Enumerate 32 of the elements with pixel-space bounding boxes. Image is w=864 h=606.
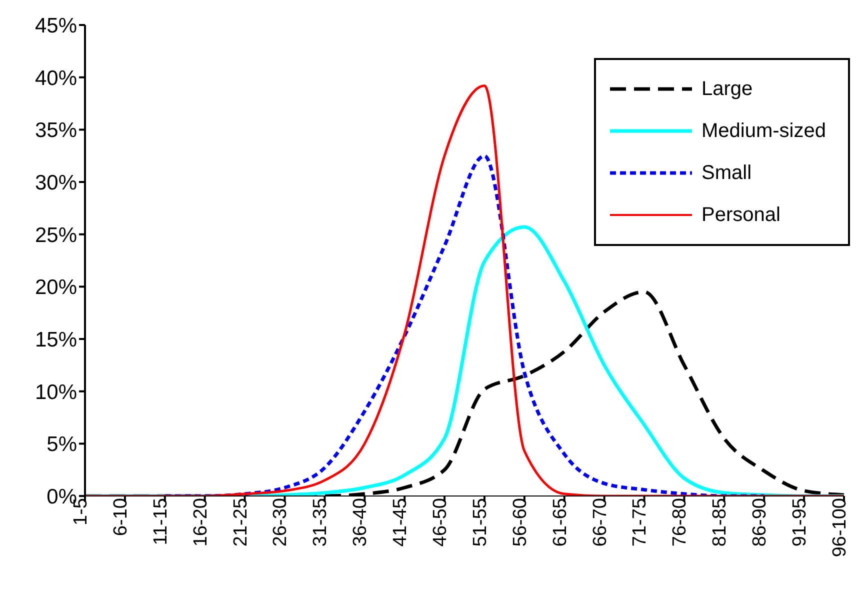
x-tick-label: 81-85 — [710, 498, 731, 547]
x-tick-label: 21-25 — [230, 498, 252, 547]
y-tick-label: 35% — [34, 119, 77, 142]
y-tick-label: 5% — [46, 433, 77, 456]
x-tick-label: 56-60 — [510, 498, 531, 547]
y-tick-label: 45% — [34, 14, 77, 38]
x-tick-label: 96-100 — [829, 498, 850, 558]
x-tick-label: 61-65 — [550, 498, 571, 547]
x-tick-label: 86-90 — [750, 498, 771, 547]
y-tick-label: 25% — [34, 224, 77, 247]
x-tick-label: 6-10 — [110, 498, 132, 536]
x-tick-label: 16-20 — [190, 498, 212, 547]
x-tick-label: 11-15 — [150, 498, 172, 546]
x-tick-label: 91-95 — [790, 498, 811, 547]
legend-label: Small — [702, 162, 752, 184]
x-tick-label: 36-40 — [350, 498, 372, 547]
legend-label: Personal — [702, 204, 780, 226]
x-tick-label: 71-75 — [630, 498, 651, 547]
x-tick-label: 31-35 — [310, 498, 332, 547]
x-tick-label: 26-30 — [270, 498, 292, 547]
x-tick-label: 41-45 — [390, 498, 412, 547]
y-tick-label: 40% — [34, 66, 77, 90]
legend-label: Medium-sized — [702, 120, 826, 142]
x-tick-label: 46-50 — [430, 498, 452, 547]
legend-label: Large — [702, 78, 753, 100]
y-tick-label: 15% — [34, 328, 77, 352]
y-tick-label: 10% — [34, 380, 77, 404]
y-tick-label: 30% — [34, 171, 77, 194]
y-tick-label: 20% — [34, 276, 77, 300]
x-tick-label: 66-70 — [590, 498, 611, 547]
x-tick-label: 51-55 — [470, 498, 491, 547]
x-tick-label: 76-80 — [670, 498, 691, 547]
